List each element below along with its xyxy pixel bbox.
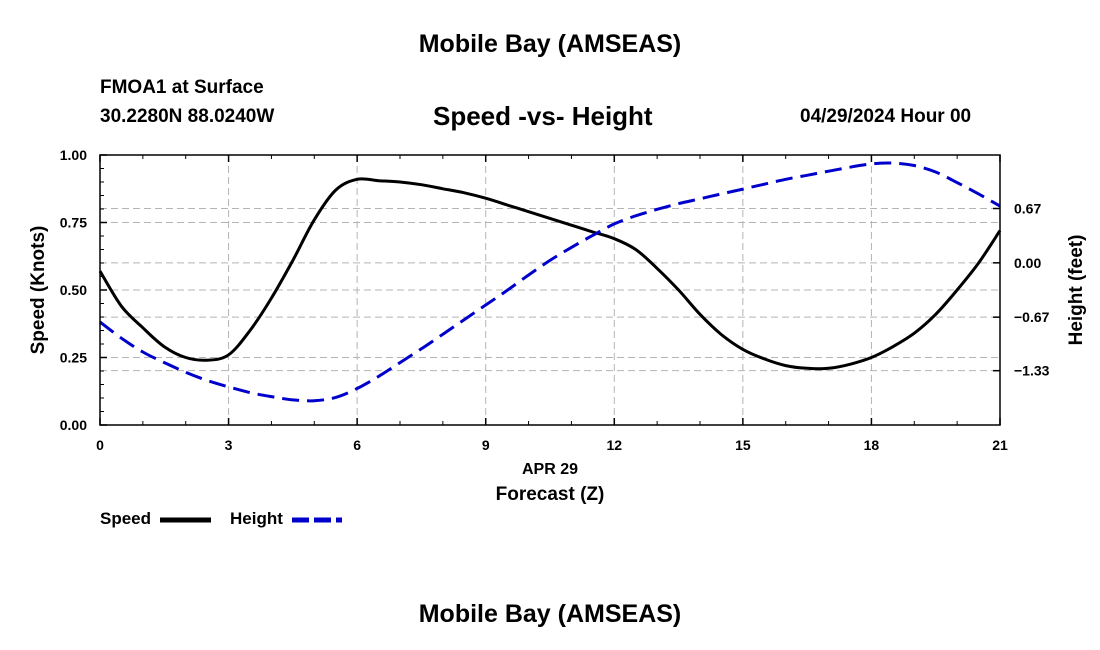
- station-coordinates: 30.2280N 88.0240W: [100, 106, 275, 127]
- y-axis-title: Speed (Knots): [28, 226, 49, 355]
- x-tick-label: 18: [864, 437, 880, 453]
- series-line-height: [99, 161, 1001, 403]
- y-tick-label: 0.75: [60, 215, 87, 231]
- chart-subtitle: Speed -vs- Height: [433, 101, 653, 131]
- footer-title: Mobile Bay (AMSEAS): [418, 600, 682, 628]
- y-tick-label: 0.50: [60, 282, 87, 298]
- x-tick-label: 21: [992, 437, 1008, 453]
- y-tick-label: 0.00: [60, 417, 87, 433]
- y2-tick-label: −0.67: [1014, 309, 1050, 325]
- y2-tick-label: 0.67: [1014, 201, 1041, 217]
- y-tick-label: 0.25: [60, 350, 87, 366]
- series-line-speed: [98, 177, 1002, 371]
- y2-tick-label: −1.33: [1014, 363, 1050, 379]
- x-tick-label: 15: [735, 437, 751, 453]
- forecast-datetime: 04/29/2024 Hour 00: [800, 106, 972, 127]
- y2-tick-label: 0.00: [1014, 255, 1041, 271]
- x-axis-date-label: APR 29: [522, 461, 578, 478]
- legend-speed-label: Speed: [100, 509, 152, 528]
- x-tick-label: 9: [482, 437, 490, 453]
- x-tick-label: 12: [606, 437, 622, 453]
- x-tick-label: 3: [225, 437, 233, 453]
- station-label: FMOA1 at Surface: [100, 77, 264, 98]
- axes-layer: 0 3 6 9 12 15 18 21 0.00 0.25 0.50 0.75 1.00 0.67 0.00…: [28, 147, 1087, 505]
- x-tick-label: 6: [353, 437, 361, 453]
- series-layer: [98, 161, 1002, 403]
- x-tick-label: 0: [96, 437, 104, 453]
- legend-height-label: Height: [230, 509, 283, 528]
- chart-main-title: Mobile Bay (AMSEAS): [418, 30, 682, 58]
- x-axis-title: Forecast (Z): [496, 484, 605, 505]
- grid-layer: [100, 155, 1000, 425]
- y2-axis-title: Height (feet): [1066, 235, 1087, 346]
- y-tick-label: 1.00: [60, 147, 87, 163]
